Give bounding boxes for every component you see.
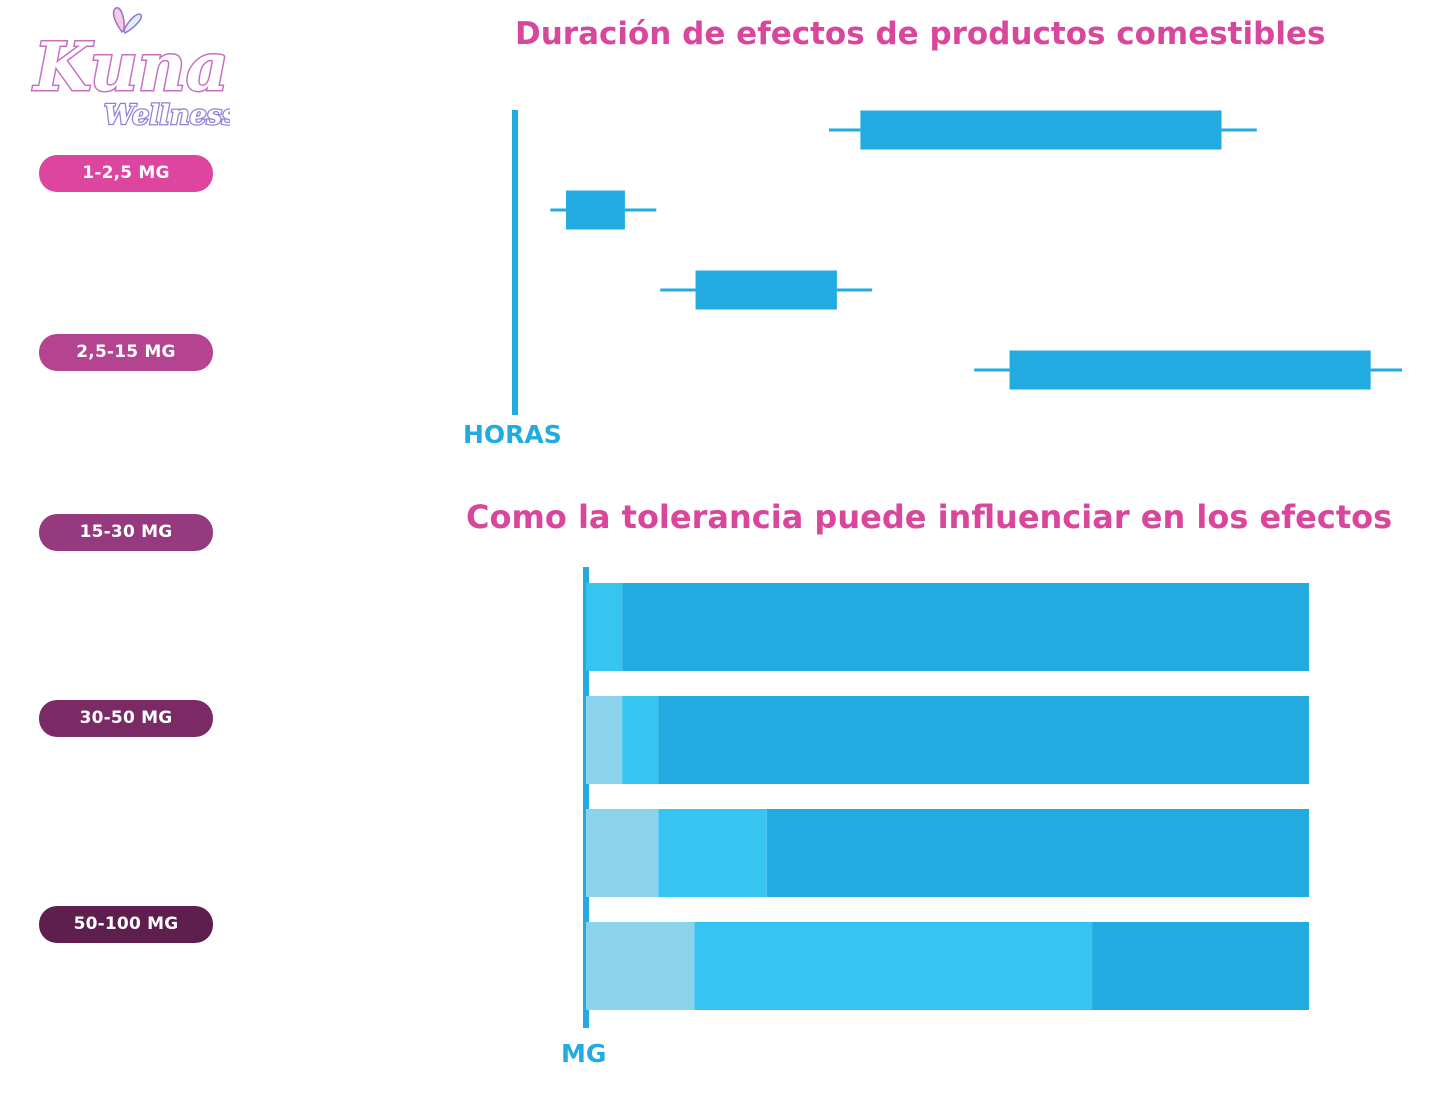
tolerance-segment-3-1 <box>586 809 659 897</box>
duration-box-rect-2 <box>566 190 625 230</box>
duration-box-rect-1 <box>860 110 1222 150</box>
tolerance-segment-1-3 <box>622 583 1309 671</box>
tolerance-segment-1-2 <box>586 583 623 671</box>
tolerance-segment-2-2 <box>622 696 659 784</box>
tolerance-segment-4-3 <box>1092 922 1309 1010</box>
tolerance-row-2 <box>586 696 1309 784</box>
duration-box-rect-4 <box>1009 350 1371 390</box>
logo-wordmark: Kuna <box>32 28 229 106</box>
tolerance-row-4 <box>586 922 1309 1010</box>
duration-box-4 <box>974 350 1403 390</box>
duration-box-2 <box>550 190 657 230</box>
duration-box-3 <box>660 270 873 310</box>
butterfly-icon <box>112 7 142 35</box>
dose-pill-1: 1-2,5 MG <box>39 155 213 192</box>
duration-box-rect-3 <box>695 270 837 310</box>
dose-pill-5: 50-100 MG <box>39 906 213 943</box>
logo-subtitle: Wellness <box>104 100 230 131</box>
tolerance-segment-3-2 <box>658 809 767 897</box>
tolerance-axis-label: MG <box>561 1039 607 1068</box>
duration-box-chart <box>512 110 1403 415</box>
duration-axis-label: HORAS <box>463 420 562 449</box>
tolerance-row-1 <box>586 583 1309 671</box>
dose-pill-2: 2,5-15 MG <box>39 334 213 371</box>
duration-chart-title: Duración de efectos de productos comesti… <box>515 16 1326 52</box>
tolerance-row-3 <box>586 809 1309 897</box>
tolerance-segment-3-3 <box>766 809 1309 897</box>
duration-box-1 <box>829 110 1257 150</box>
tolerance-chart-title: Como la tolerancia puede influenciar en … <box>466 498 1393 536</box>
dose-pill-4: 30-50 MG <box>39 700 213 737</box>
tolerance-segment-2-1 <box>586 696 623 784</box>
kuna-wellness-logo: Kuna Wellness <box>31 7 230 132</box>
tolerance-segment-4-2 <box>694 922 1093 1010</box>
tolerance-segment-4-1 <box>586 922 695 1010</box>
tolerance-segment-2-3 <box>658 696 1309 784</box>
dose-pill-3: 15-30 MG <box>39 514 213 551</box>
